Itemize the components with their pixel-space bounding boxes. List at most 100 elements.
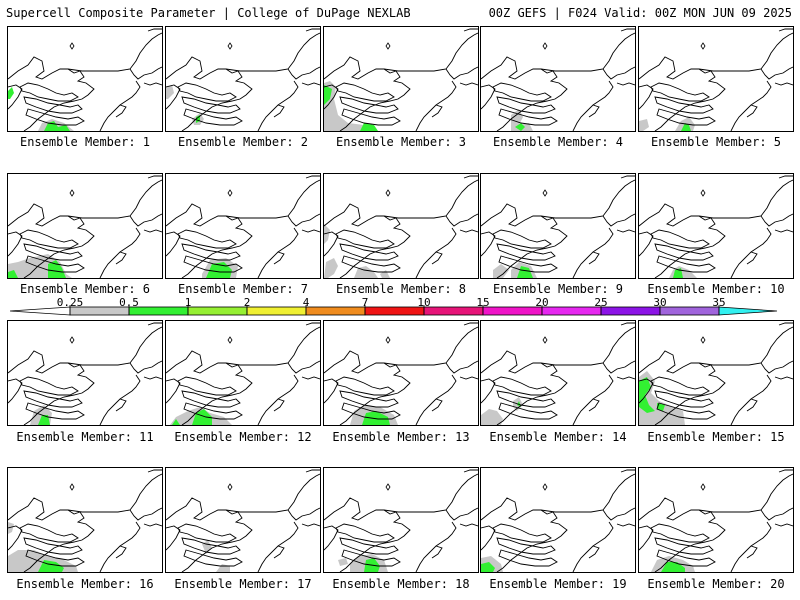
- ensemble-member-caption: Ensemble Member: 2: [177, 135, 309, 149]
- colorbar-bin: [600, 306, 661, 316]
- scp-shading: [172, 419, 180, 425]
- colorbar-tick-label: 0.25: [56, 296, 84, 309]
- ensemble-map-panel: [165, 26, 321, 132]
- ensemble-member-caption: Ensemble Member: 18: [332, 577, 470, 591]
- map-canvas: [639, 28, 793, 131]
- scp-shading: [481, 562, 495, 572]
- colorbar-tick-label: 25: [594, 296, 608, 309]
- run-info: 00Z GEFS | F024 Valid: 00Z MON JUN 09 20…: [488, 6, 792, 20]
- page-title: Supercell Composite Parameter | College …: [6, 6, 411, 20]
- colorbar-tick-label: 15: [476, 296, 490, 309]
- scp-shading: [681, 123, 691, 131]
- scp-shading: [517, 266, 533, 278]
- map-canvas: [324, 322, 478, 425]
- scp-shading: [324, 224, 330, 244]
- ensemble-map-panel: [638, 26, 794, 132]
- ensemble-member-caption: Ensemble Member: 13: [332, 430, 470, 444]
- colorbar-max-arrow: [718, 306, 778, 316]
- ensemble-member-caption: Ensemble Member: 3: [335, 135, 467, 149]
- scp-shading: [8, 270, 18, 278]
- scp-shading: [657, 403, 665, 411]
- ensemble-map-panel: [480, 320, 636, 426]
- ensemble-member-caption: Ensemble Member: 7: [177, 282, 309, 296]
- map-canvas: [166, 469, 320, 572]
- colorbar-bin: [423, 306, 484, 316]
- ensemble-map-panel: [638, 173, 794, 279]
- map-canvas: [324, 175, 478, 278]
- map-canvas: [8, 469, 162, 572]
- colorbar-tick-label: 30: [653, 296, 667, 309]
- colorbar-bin: [246, 306, 307, 316]
- map-canvas: [8, 28, 162, 131]
- ensemble-member-caption: Ensemble Member: 6: [19, 282, 151, 296]
- map-canvas: [166, 175, 320, 278]
- scp-shading: [8, 87, 14, 99]
- ensemble-member-caption: Ensemble Member: 9: [492, 282, 624, 296]
- scp-shading: [639, 377, 655, 413]
- ensemble-member-caption: Ensemble Member: 16: [16, 577, 154, 591]
- scp-shading: [639, 119, 649, 131]
- colorbar-tick-label: 35: [712, 296, 726, 309]
- ensemble-member-caption: Ensemble Member: 20: [647, 577, 785, 591]
- map-canvas: [639, 175, 793, 278]
- colorbar-tick-label: 20: [535, 296, 549, 309]
- map-canvas: [324, 28, 478, 131]
- scp-shading: [216, 564, 230, 572]
- ensemble-map-panel: [480, 26, 636, 132]
- colorbar-bin: [659, 306, 720, 316]
- ensemble-member-caption: Ensemble Member: 15: [647, 430, 785, 444]
- colorbar-bin: [187, 306, 248, 316]
- ensemble-map-panel: [480, 467, 636, 573]
- scp-shading: [661, 562, 685, 572]
- ensemble-member-caption: Ensemble Member: 4: [492, 135, 624, 149]
- map-canvas: [324, 469, 478, 572]
- colorbar-tick-label: 2: [243, 296, 251, 309]
- colorbar-tick-label: 1: [184, 296, 192, 309]
- ensemble-map-panel: [323, 467, 479, 573]
- scp-shading: [324, 258, 338, 278]
- scp-shading: [48, 260, 66, 278]
- scp-shading: [324, 85, 332, 105]
- map-canvas: [481, 175, 635, 278]
- ensemble-map-panel: [323, 26, 479, 132]
- ensemble-map-panel: [7, 173, 163, 279]
- scp-shading: [324, 81, 376, 131]
- scp-shading: [192, 409, 212, 425]
- scp-shading: [380, 270, 390, 278]
- map-canvas: [481, 28, 635, 131]
- map-canvas: [639, 322, 793, 425]
- ensemble-map-panel: [7, 26, 163, 132]
- ensemble-map-panel: [165, 173, 321, 279]
- colorbar-tick-label: 4: [302, 296, 310, 309]
- colorbar: [10, 305, 778, 316]
- colorbar-tick-label: 0.5: [119, 296, 139, 309]
- colorbar-bin: [364, 306, 425, 316]
- colorbar-bin: [305, 306, 366, 316]
- scp-shading: [338, 558, 348, 566]
- scp-shading: [481, 409, 503, 425]
- scp-shading: [8, 522, 14, 534]
- ensemble-map-panel: [7, 320, 163, 426]
- map-canvas: [166, 322, 320, 425]
- ensemble-member-caption: Ensemble Member: 10: [647, 282, 785, 296]
- ensemble-map-panel: [323, 320, 479, 426]
- scp-shading: [38, 415, 50, 425]
- ensemble-member-caption: Ensemble Member: 5: [650, 135, 782, 149]
- scp-shading: [362, 411, 390, 425]
- colorbar-tick-label: 10: [417, 296, 431, 309]
- ensemble-member-caption: Ensemble Member: 14: [489, 430, 627, 444]
- colorbar-bin: [482, 306, 543, 316]
- ensemble-map-panel: [638, 320, 794, 426]
- ensemble-map-panel: [165, 467, 321, 573]
- ensemble-member-caption: Ensemble Member: 11: [16, 430, 154, 444]
- ensemble-map-panel: [480, 173, 636, 279]
- scp-shading: [493, 264, 509, 278]
- ensemble-member-caption: Ensemble Member: 1: [19, 135, 151, 149]
- colorbar-bin: [541, 306, 602, 316]
- map-canvas: [8, 322, 162, 425]
- ensemble-map-panel: [638, 467, 794, 573]
- ensemble-member-caption: Ensemble Member: 17: [174, 577, 312, 591]
- scp-shading: [166, 85, 174, 99]
- ensemble-member-caption: Ensemble Member: 19: [489, 577, 627, 591]
- ensemble-map-panel: [165, 320, 321, 426]
